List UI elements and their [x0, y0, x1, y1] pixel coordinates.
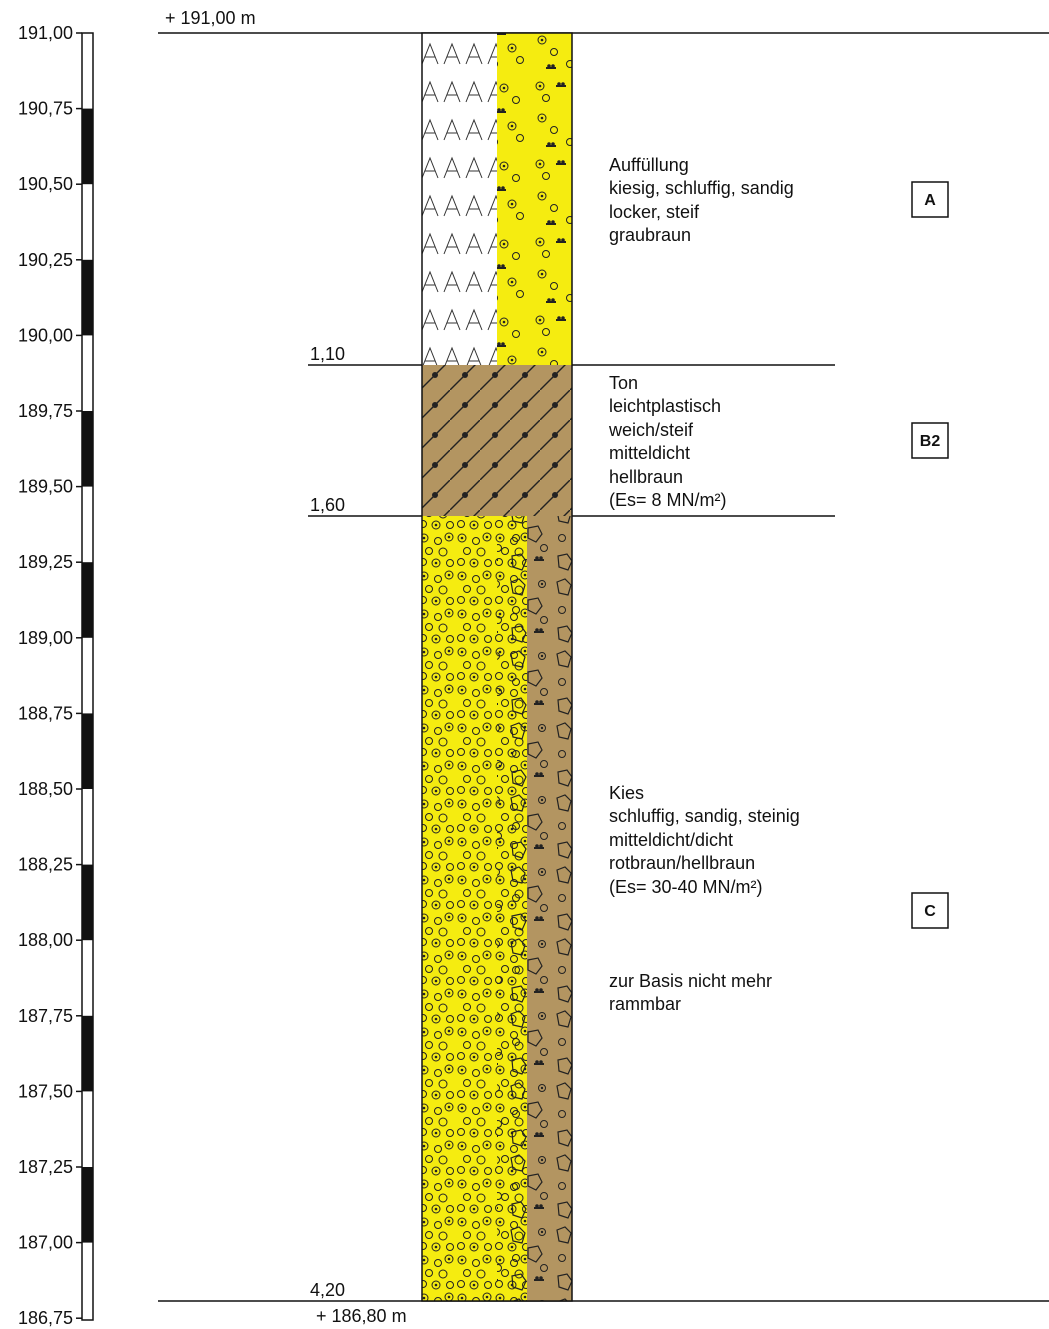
scale-block — [82, 864, 93, 941]
scale-block — [82, 108, 93, 185]
scale-tick-label: 189,50 — [18, 477, 73, 497]
description-line: rammbar — [609, 994, 681, 1014]
code-label: A — [924, 192, 936, 209]
elevation-bottom: + 186,80 m — [316, 1306, 407, 1326]
description-line: kiesig, schluffig, sandig — [609, 178, 794, 198]
description-line: schluffig, sandig, steinig — [609, 806, 800, 826]
scale-tick-label: 186,75 — [18, 1308, 73, 1328]
gravel-silt-pattern — [497, 33, 572, 365]
description-line: graubraun — [609, 225, 691, 245]
layer-b2 — [422, 365, 572, 516]
description-line: hellbraun — [609, 467, 683, 487]
scale-tick-label: 187,25 — [18, 1157, 73, 1177]
scale-tick-label: 188,25 — [18, 855, 73, 875]
scale-block — [82, 1167, 93, 1243]
column-outline — [421, 32, 573, 1302]
depth-label-a: 1,10 — [310, 344, 345, 364]
description-line: zur Basis nicht mehr — [609, 971, 772, 991]
layer-code-b2: B2 — [911, 422, 949, 459]
description-b2: Ton leichtplastisch weich/steif mitteldi… — [608, 373, 727, 510]
code-label: B2 — [920, 433, 941, 450]
fill-pattern — [422, 33, 497, 365]
description-line: rotbraun/hellbraun — [609, 853, 755, 873]
code-label: C — [924, 903, 936, 920]
description-c: Kies schluffig, sandig, steinig mitteldi… — [609, 783, 800, 1014]
scale-block — [82, 1015, 93, 1092]
scale-tick-label: 187,75 — [18, 1006, 73, 1026]
description-line: (Es= 8 MN/m²) — [609, 490, 727, 510]
layer-code-a: A — [911, 181, 949, 218]
scale-tick-label: 189,00 — [18, 628, 73, 648]
description-line: Ton — [609, 373, 638, 393]
elevation-top: + 191,00 m — [165, 8, 256, 28]
description-line: (Es= 30-40 MN/m²) — [609, 877, 763, 897]
description-line: Auffüllung — [609, 155, 689, 175]
code-box — [911, 422, 949, 459]
description-line: mitteldicht — [609, 443, 690, 463]
scale-tick-label: 187,00 — [18, 1233, 73, 1253]
description-a: Auffüllung kiesig, schluffig, sandig loc… — [609, 155, 794, 245]
code-box — [911, 181, 949, 218]
scale-block — [82, 411, 93, 487]
scale-tick-label: 188,00 — [18, 930, 73, 950]
scale-bar — [81, 32, 94, 1321]
description-line: locker, steif — [609, 202, 700, 222]
layer-c — [422, 516, 572, 1301]
scale-tick-label: 190,50 — [18, 174, 73, 194]
depth-scale: 191,00 190,75 190,50 190,25 190,00 189,75 189,… — [18, 23, 94, 1328]
scale-tick-label: 189,25 — [18, 552, 73, 572]
stones-pattern — [497, 516, 572, 1301]
scale-block — [82, 562, 93, 638]
scale-tick-label: 188,75 — [18, 703, 73, 723]
scale-tick-label: 190,00 — [18, 325, 73, 345]
scale-tick-label: 189,75 — [18, 401, 73, 421]
depth-label-b2: 1,60 — [310, 495, 345, 515]
scale-block — [82, 713, 93, 789]
boundary-lines — [158, 32, 1049, 1302]
soil-column — [421, 32, 573, 1302]
description-line: leichtplastisch — [609, 396, 721, 416]
scale-tick-label: 191,00 — [18, 23, 73, 43]
depth-label-c: 4,20 — [310, 1280, 345, 1300]
code-box — [911, 892, 949, 929]
layer-code-c: C — [911, 892, 949, 929]
description-line: mitteldicht/dicht — [609, 830, 733, 850]
scale-tick-label: 188,50 — [18, 779, 73, 799]
clay-pattern — [422, 365, 572, 516]
layer-a — [422, 33, 572, 365]
scale-tick-label: 190,25 — [18, 250, 73, 270]
description-line: Kies — [609, 783, 644, 803]
description-line: weich/steif — [608, 420, 694, 440]
scale-tick-label: 190,75 — [18, 99, 73, 119]
scale-tick-label: 187,50 — [18, 1081, 73, 1101]
scale-block — [82, 259, 93, 336]
